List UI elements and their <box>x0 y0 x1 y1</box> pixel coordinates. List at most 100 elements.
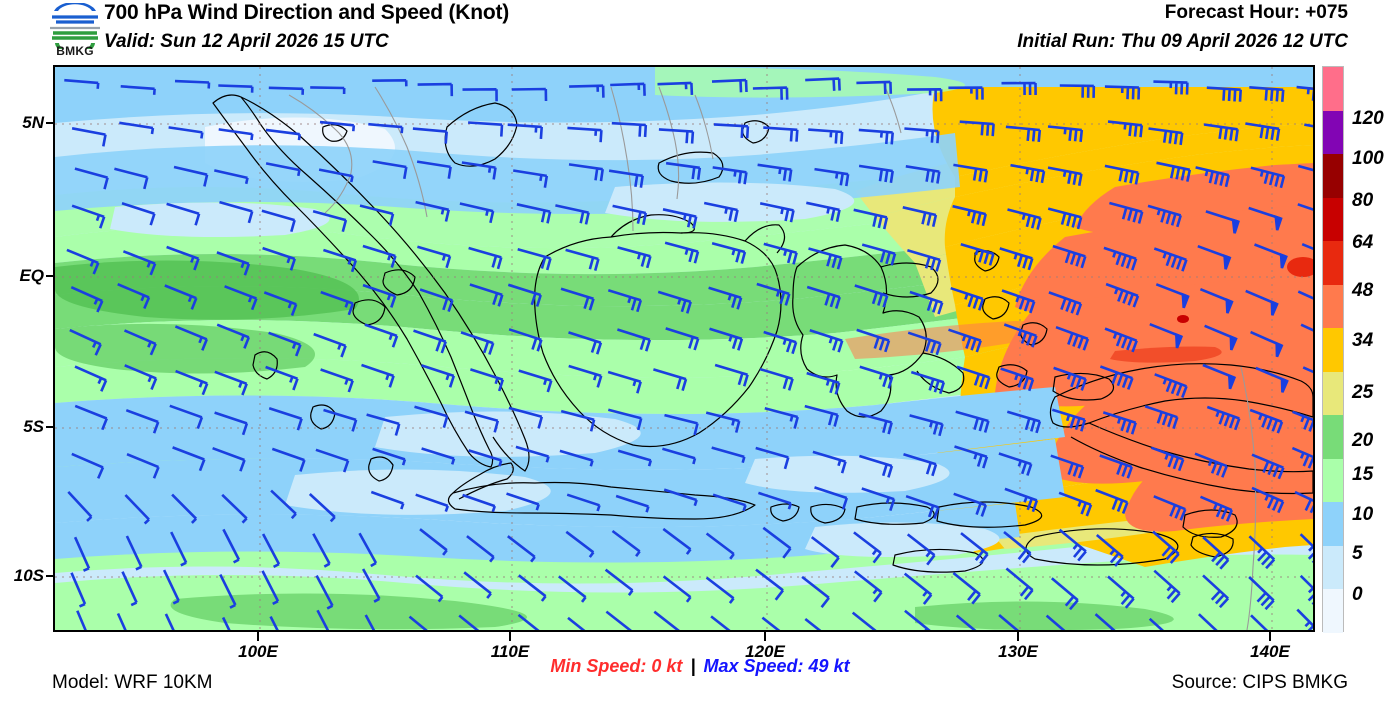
wind-barb <box>124 494 150 525</box>
wind-barb <box>323 408 358 432</box>
wind-barb <box>458 614 480 630</box>
wind-barb <box>1144 405 1179 430</box>
wind-barb <box>261 570 280 606</box>
wind-barb <box>853 570 883 603</box>
wind-barb <box>518 574 547 602</box>
wind-barb <box>508 328 543 352</box>
wind-barb <box>607 370 642 394</box>
wind-barb <box>262 246 297 271</box>
wind-barb <box>604 568 634 596</box>
wind-barb <box>416 160 452 179</box>
wind-barb <box>1205 210 1239 223</box>
wind-barb <box>464 410 500 433</box>
wind-barb <box>1153 495 1187 521</box>
wind-barb <box>71 452 105 479</box>
wind-barb <box>1255 366 1288 383</box>
wind-barb <box>856 328 891 353</box>
wind-barb <box>607 408 643 431</box>
colorbar-band-5 <box>1323 284 1343 329</box>
wind-barb <box>1047 207 1083 230</box>
wind-barb <box>998 614 1019 630</box>
wind-barb <box>512 169 549 188</box>
source-label: Source: CIPS BMKG <box>1171 672 1348 693</box>
colorbar-label-34: 34 <box>1352 330 1374 351</box>
wind-barb <box>759 202 795 223</box>
wind-barb <box>711 78 748 93</box>
wind-barb <box>907 88 943 102</box>
wind-barb <box>714 363 749 387</box>
wind-barb <box>268 331 302 357</box>
speed-separator: | <box>690 656 696 676</box>
wind-barb <box>421 447 456 465</box>
wind-barb <box>1199 495 1233 522</box>
model-label: Model: WRF 10KM <box>52 672 213 693</box>
wind-barb <box>1005 567 1034 601</box>
wind-barb <box>812 450 847 474</box>
bmkg-logo-mark <box>50 1 100 54</box>
wind-barb <box>70 286 104 313</box>
wind-barb <box>558 575 587 603</box>
min-speed-label: Min Speed: 0 kt <box>550 656 683 676</box>
map-canvas[interactable]: Copyright Sub Bidang Prediksi Cuaca BMKG… <box>53 65 1315 632</box>
wind-barb <box>67 491 93 522</box>
wind-barb <box>1149 322 1182 338</box>
lon-label-110E: 110E <box>490 642 530 661</box>
lon-tick-100E <box>257 632 259 641</box>
wind-barb <box>315 448 350 473</box>
wind-barb <box>1102 411 1137 435</box>
wind-barb <box>665 327 700 351</box>
wind-barb <box>517 613 540 630</box>
wind-barb <box>415 493 450 513</box>
wind-barb <box>1109 201 1144 224</box>
wind-barb <box>123 329 157 356</box>
wind-barb <box>705 576 735 604</box>
colorbar-label-0: 0 <box>1352 584 1363 605</box>
wind-barb <box>861 243 897 266</box>
wind-barb <box>170 531 188 567</box>
wind-barb <box>858 128 894 145</box>
wind-barb <box>1254 243 1287 259</box>
lon-label-100E: 100E <box>238 642 278 661</box>
wind-barb <box>320 368 354 393</box>
wind-barb <box>171 493 198 524</box>
wind-barb <box>372 447 407 466</box>
wind-barb <box>415 574 444 603</box>
wind-barb <box>362 244 397 268</box>
wind-barb <box>219 200 254 224</box>
wind-barb <box>1000 367 1035 392</box>
wind-barb <box>1094 613 1116 630</box>
colorbar[interactable] <box>1322 66 1344 633</box>
lon-label-130E: 130E <box>998 642 1038 661</box>
colorbar-band-12 <box>1323 589 1343 633</box>
wind-barb <box>1107 575 1135 609</box>
wind-barb <box>270 489 297 520</box>
wind-barb <box>463 571 492 599</box>
lat-label-5N: 5N <box>22 113 44 132</box>
wind-barb <box>1301 242 1313 251</box>
page-title: 700 hPa Wind Direction and Speed (Knot) <box>104 1 510 24</box>
wind-barb <box>568 331 603 355</box>
wind-barb <box>269 616 279 630</box>
wind-barb <box>1006 410 1042 434</box>
wind-barb <box>1206 405 1241 431</box>
wind-barb <box>1003 323 1038 348</box>
lat-tick-EQ <box>46 275 55 277</box>
wind-barb <box>462 88 498 102</box>
lat-label-5S: 5S <box>23 417 44 436</box>
wind-barb <box>713 123 750 139</box>
wind-barb <box>665 161 702 180</box>
wind-barb <box>417 82 454 97</box>
wind-barb <box>166 202 201 226</box>
colorbar-label-48: 48 <box>1352 280 1374 301</box>
wind-barb <box>214 411 249 436</box>
initial-run: Initial Run: Thu 09 April 2026 12 UTC <box>1017 31 1348 52</box>
wind-barb <box>125 408 160 434</box>
wind-barb <box>1152 530 1180 564</box>
wind-barb <box>64 78 100 89</box>
wind-barb <box>756 282 791 306</box>
wind-barb <box>261 209 296 233</box>
wind-barb <box>658 128 695 144</box>
wind-barb <box>124 364 158 390</box>
wind-barb <box>125 535 143 571</box>
wind-barb <box>1095 488 1129 514</box>
